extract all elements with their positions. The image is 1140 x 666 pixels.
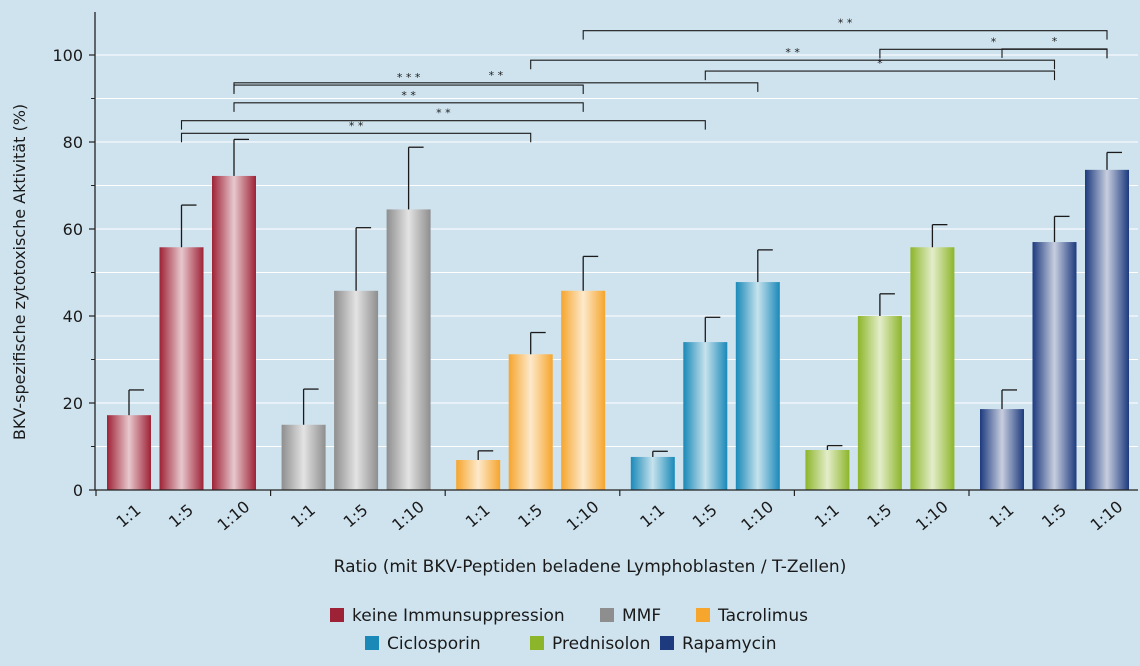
significance-label: * (1052, 35, 1058, 48)
significance-bracket (233, 102, 584, 112)
significance-bracket (233, 82, 759, 92)
significance-bracket (180, 132, 532, 143)
legend-swatch (330, 608, 344, 622)
x-tick-label: 1:10 (1087, 497, 1127, 535)
significance-label: * * (838, 17, 853, 30)
legend-entry: Rapamycin (682, 634, 777, 654)
x-tick-label: 1:5 (863, 500, 895, 531)
bar (910, 247, 955, 490)
legend-swatch (696, 608, 710, 622)
x-tick-label: 1:10 (737, 497, 777, 535)
bars (107, 169, 1129, 491)
x-tick-label: 1:1 (636, 500, 668, 531)
significance-bracket (1001, 48, 1108, 58)
y-tick-label: 80 (63, 133, 83, 152)
bar (980, 409, 1024, 490)
error-bars (128, 138, 1122, 460)
bar (735, 282, 780, 490)
y-tick-label: 20 (63, 394, 83, 413)
y-tick-label: 100 (52, 46, 83, 65)
legend-entry: MMF (622, 606, 661, 626)
bar (456, 459, 501, 490)
x-axis-label: Ratio (mit BKV-Peptiden beladene Lymphob… (334, 557, 847, 577)
x-tick-label: 1:10 (912, 497, 952, 535)
x-tick-label: 1:1 (112, 500, 144, 531)
x-tick-label: 1:1 (462, 500, 494, 531)
significance-label: * (877, 57, 883, 70)
y-tick-label: 0 (73, 481, 83, 500)
significance-bracket (582, 30, 1108, 40)
legend-swatch (530, 636, 544, 650)
significance-label: * * (436, 107, 451, 120)
y-tick-label: 60 (63, 220, 83, 239)
x-tick-label: 1:10 (388, 497, 428, 535)
y-tick-label: 40 (63, 307, 83, 326)
significance-label: * * (785, 46, 800, 59)
bar (212, 175, 256, 490)
significance-label: * * (349, 119, 364, 132)
legend-entry: Ciclosporin (387, 634, 481, 654)
legend-swatch (660, 636, 674, 650)
y-axis-label: BKV-spezifische zytotoxische Aktivität (… (10, 104, 29, 440)
legend-entry: keine Immunsuppression (352, 606, 565, 626)
gridlines (95, 54, 1138, 491)
bar (857, 316, 902, 490)
significance-bracket (879, 48, 1108, 59)
x-tick-label: 1:5 (514, 500, 546, 531)
bar (805, 449, 850, 490)
significance-label: * * (401, 89, 416, 102)
x-tick-label: 1:1 (287, 500, 319, 531)
bar (281, 424, 326, 490)
x-tick-label: 1:10 (214, 497, 254, 535)
bar (1085, 169, 1129, 490)
legend-entry: Tacrolimus (717, 606, 808, 626)
significance-label: * * * (397, 71, 421, 84)
bar (683, 342, 728, 490)
x-tick-label: 1:10 (563, 497, 603, 535)
significance-bracket (530, 59, 1056, 70)
x-tick-label: 1:1 (811, 500, 843, 531)
x-tick-label: 1:5 (1038, 500, 1070, 531)
x-tick-label: 1:5 (689, 500, 721, 531)
x-tick-label: 1:1 (985, 500, 1017, 531)
significance-bracket (180, 120, 706, 130)
significance-label: * * (489, 69, 504, 82)
legend-swatch (600, 608, 614, 622)
x-tick-label: 1:5 (340, 500, 372, 531)
legend: keine Immunsuppression MMF Tacrolimus Ciclo… (330, 606, 808, 654)
significance-bracket (704, 70, 1056, 81)
bar (1032, 242, 1077, 490)
bar (334, 290, 379, 490)
bar (159, 247, 204, 490)
legend-swatch (365, 636, 379, 650)
significance-brackets: * * * * * * * * * * * * * * * * * * (180, 17, 1108, 143)
bar (561, 290, 606, 490)
bar (630, 456, 675, 490)
x-tick-label: 1:5 (165, 500, 197, 531)
legend-entry: Prednisolon (552, 634, 650, 654)
bar (107, 415, 151, 490)
significance-label: * (991, 35, 997, 48)
bar (386, 209, 431, 491)
bar (508, 354, 553, 490)
